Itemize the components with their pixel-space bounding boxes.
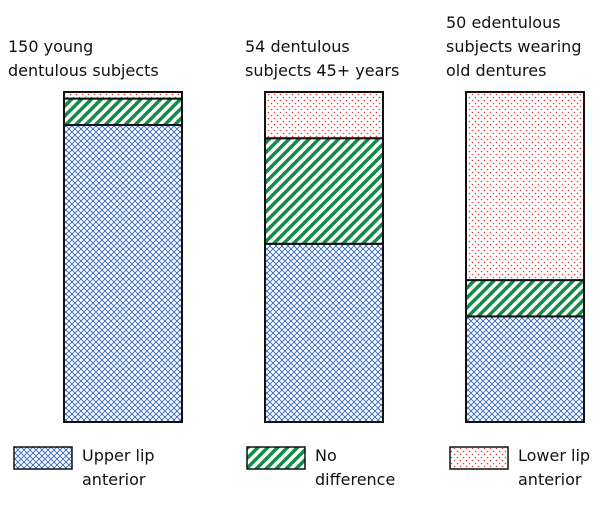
bar-segment (63, 124, 183, 423)
legend-label: Upper lip anterior (82, 446, 155, 489)
bar-title: 150 young dentulous subjects (8, 37, 159, 80)
legend-swatch (13, 446, 73, 470)
bar-title: 50 edentulous subjects wearing old denture… (446, 13, 581, 80)
bar-segment (465, 315, 585, 423)
legend-swatch (246, 446, 306, 470)
legend-label: Lower lip anterior (518, 446, 590, 489)
bar-segment (465, 91, 585, 282)
legend-label: No difference (315, 446, 395, 489)
bar-segment (264, 91, 384, 140)
bar-segment (465, 279, 585, 318)
bar-segment (264, 137, 384, 245)
bar-segment (63, 91, 183, 100)
legend-swatch (449, 446, 509, 470)
bar-segment (264, 242, 384, 423)
bar-title: 54 dentulous subjects 45+ years (245, 37, 399, 80)
bar-segment (63, 97, 183, 126)
